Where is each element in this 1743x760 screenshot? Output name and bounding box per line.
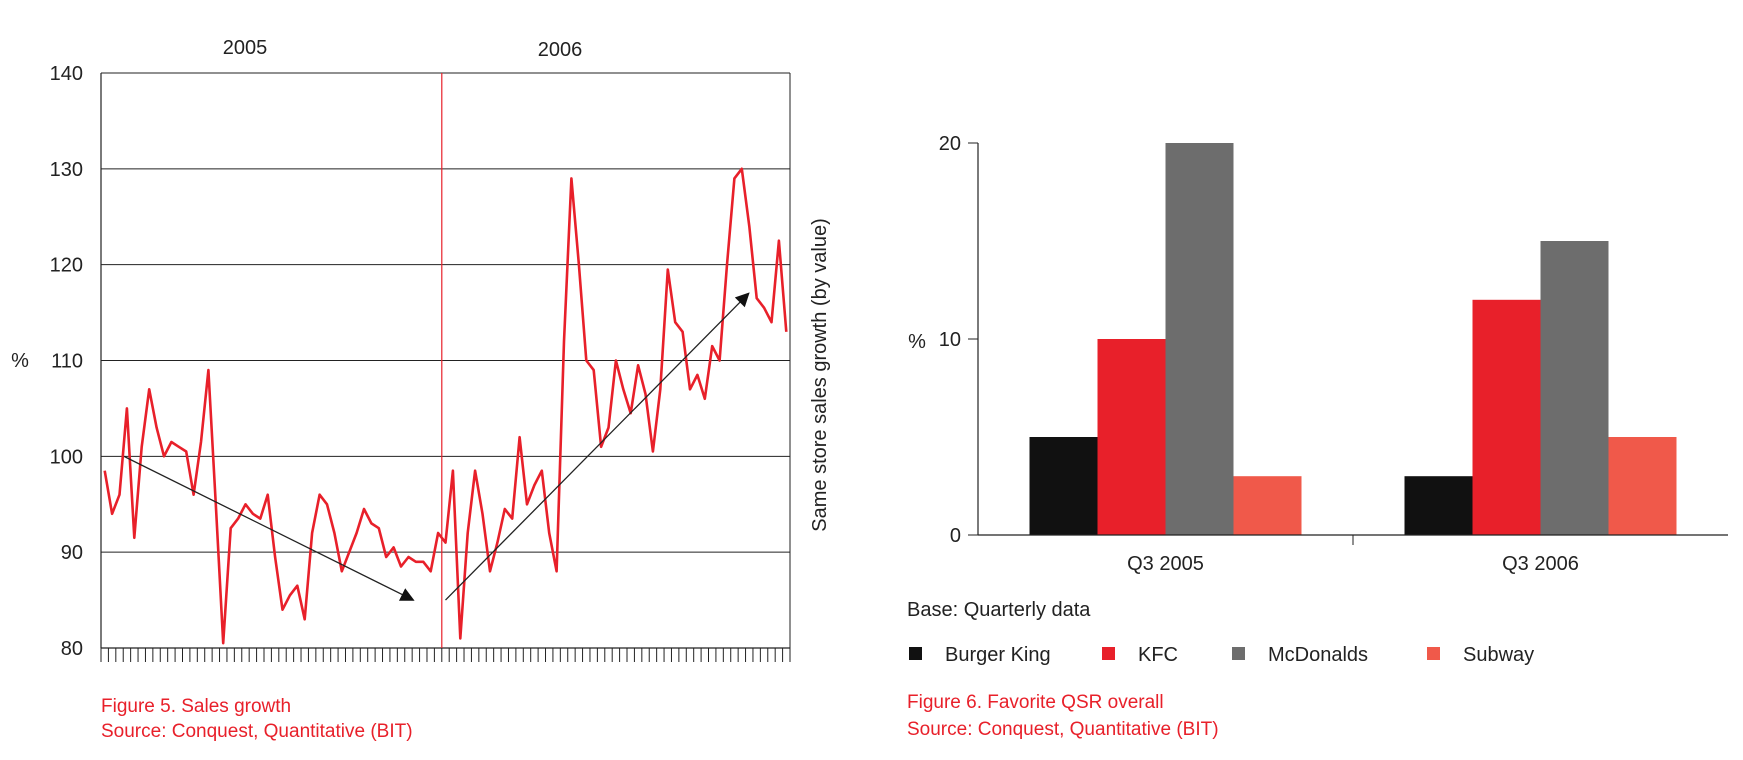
- line-chart-x-ticks: [100, 648, 791, 662]
- line-chart-gridlines: [101, 72, 791, 648]
- bar-chart-bars: [1029, 143, 1677, 535]
- figure-6-caption: Figure 6. Favorite QSR overall: [907, 692, 1164, 713]
- legend-label-subway: Subway: [1463, 644, 1534, 666]
- bar-chart-side-label: Same store sales growth (by value): [809, 218, 831, 531]
- favorite-qsr-bar-chart: Same store sales growth (by value) % 0 10…: [809, 133, 1728, 740]
- bar-kfc-1: [1472, 299, 1541, 535]
- sales-growth-line-chart: 80 90 100 110 120 130 140 2005 2006 % Figure 5…: [11, 37, 791, 742]
- year-label-2006: 2006: [538, 39, 583, 61]
- line-chart-y-axis-label: %: [11, 350, 29, 372]
- figure-5-caption: Figure 5. Sales growth: [101, 696, 291, 717]
- bar-kfc-0: [1097, 339, 1166, 535]
- trend-arrow-up: [445, 292, 750, 601]
- bar-chart-y-ticks: 0 10 20: [939, 133, 978, 547]
- y-tick-label-130: 130: [50, 159, 83, 181]
- category-label-0: Q3 2005: [1127, 553, 1204, 575]
- bar-chart-legend: Burger King KFC McDonalds Subway: [909, 644, 1534, 666]
- base-note: Base: Quarterly data: [907, 599, 1091, 621]
- bar-y-tick-label-0: 0: [950, 525, 961, 547]
- legend-swatch-mcdonalds: [1232, 647, 1245, 660]
- line-chart-y-ticks: 80 90 100 110 120 130 140: [50, 63, 83, 660]
- legend-swatch-subway: [1427, 647, 1440, 660]
- y-tick-label-110: 110: [51, 351, 83, 373]
- legend-swatch-kfc: [1102, 647, 1115, 660]
- sales-growth-series-line: [103, 167, 788, 645]
- year-label-2005: 2005: [223, 37, 268, 59]
- category-label-1: Q3 2006: [1502, 553, 1579, 575]
- bar-mcdonalds-0: [1165, 143, 1234, 535]
- y-tick-label-90: 90: [61, 542, 83, 564]
- bar-chart-y-axis-label: %: [908, 331, 926, 353]
- y-tick-label-100: 100: [50, 446, 83, 468]
- bar-burger-king-0: [1029, 437, 1098, 535]
- bar-y-tick-label-20: 20: [939, 133, 961, 155]
- legend-label-burger-king: Burger King: [945, 644, 1051, 666]
- bar-chart-categories: Q3 2005 Q3 2006: [1127, 535, 1579, 575]
- legend-swatch-burger-king: [909, 647, 922, 660]
- legend-label-kfc: KFC: [1138, 644, 1178, 666]
- bar-mcdonalds-1: [1540, 241, 1609, 535]
- y-tick-label-80: 80: [61, 638, 83, 660]
- bar-burger-king-1: [1404, 476, 1473, 535]
- bar-subway-0: [1233, 476, 1302, 535]
- bar-subway-1: [1608, 437, 1677, 535]
- trend-arrow-down: [123, 455, 415, 601]
- figure-6-source: Source: Conquest, Quantitative (BIT): [907, 719, 1219, 740]
- y-tick-label-140: 140: [50, 63, 83, 85]
- legend-label-mcdonalds: McDonalds: [1268, 644, 1368, 666]
- y-tick-label-120: 120: [50, 255, 83, 277]
- bar-y-tick-label-10: 10: [939, 329, 961, 351]
- figure-5-source: Source: Conquest, Quantitative (BIT): [101, 721, 413, 742]
